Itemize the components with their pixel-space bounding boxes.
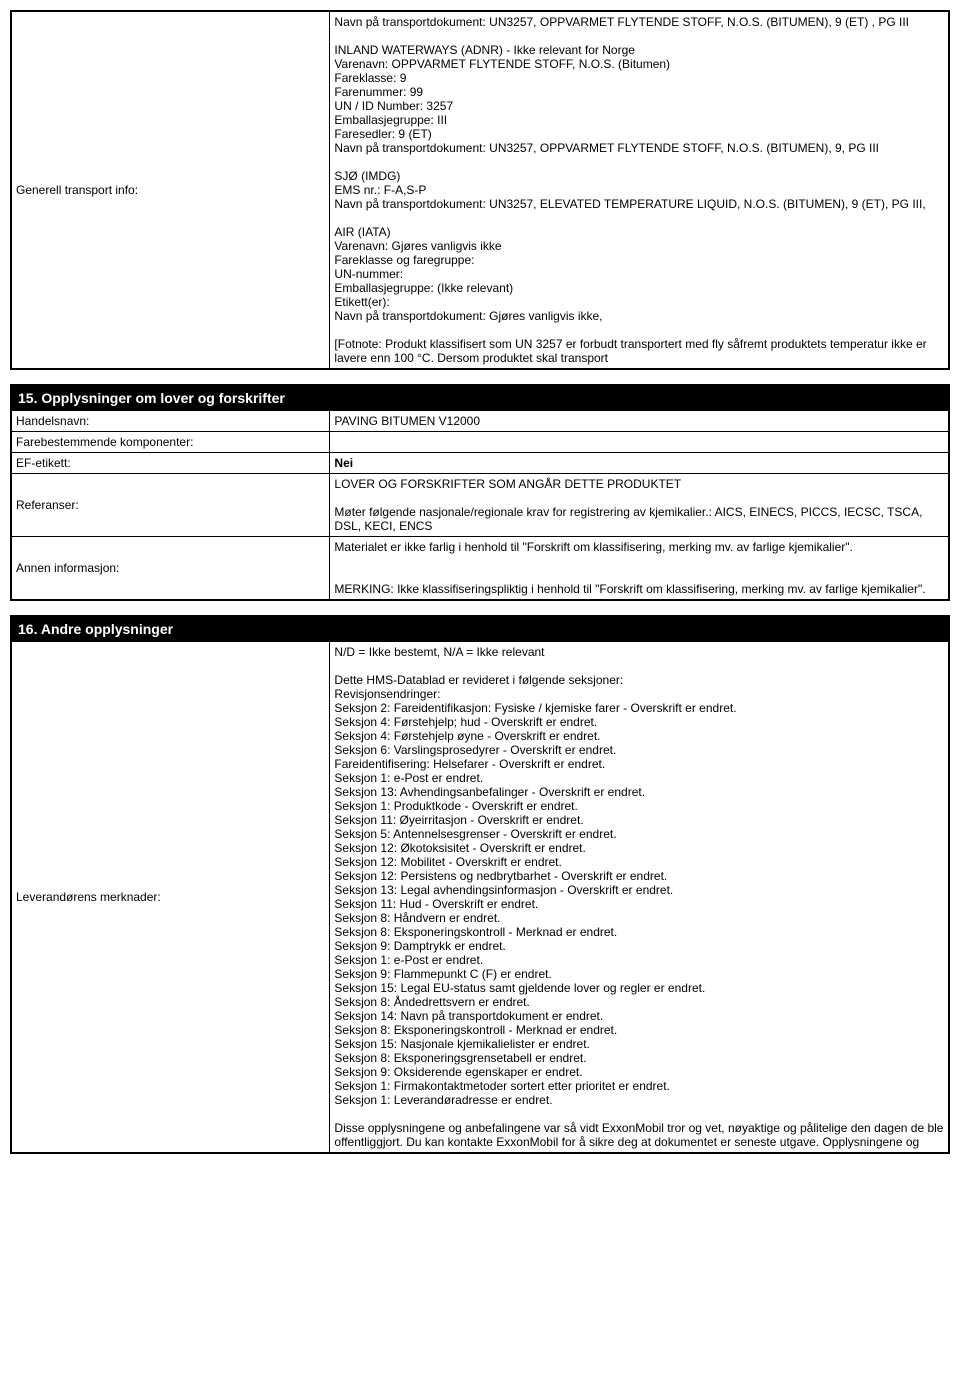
transport-value: Navn på transportdokument: UN3257, OPPVA…: [330, 11, 949, 369]
references-value: LOVER OG FORSKRIFTER SOM ANGÅR DETTE PRO…: [330, 474, 949, 537]
transport-table: Generell transport info: Navn på transpo…: [10, 10, 950, 370]
ef-label-label: EF-etikett:: [11, 453, 330, 474]
supplier-notes-value: N/D = Ikke bestemt, N/A = Ikke relevant …: [330, 642, 949, 1154]
hazard-components-value: [330, 432, 949, 453]
hazard-components-label: Farebestemmende komponenter:: [11, 432, 330, 453]
other-info-table: 16. Andre opplysninger Leverandørens mer…: [10, 615, 950, 1154]
section-15-header: 15. Opplysninger om lover og forskrifter: [11, 385, 949, 411]
other-info-label: Annen informasjon:: [11, 537, 330, 601]
section-header-row: 15. Opplysninger om lover og forskrifter: [11, 385, 949, 411]
table-row: Handelsnavn: PAVING BITUMEN V12000: [11, 411, 949, 432]
table-row: Leverandørens merknader: N/D = Ikke best…: [11, 642, 949, 1154]
trade-name-label: Handelsnavn:: [11, 411, 330, 432]
table-row: EF-etikett: Nei: [11, 453, 949, 474]
ef-label-value: Nei: [330, 453, 949, 474]
section-16-header: 16. Andre opplysninger: [11, 616, 949, 642]
other-info-value: Materialet er ikke farlig i henhold til …: [330, 537, 949, 601]
supplier-notes-label: Leverandørens merknader:: [11, 642, 330, 1154]
section-14-continued: Generell transport info: Navn på transpo…: [10, 10, 950, 370]
trade-name-value: PAVING BITUMEN V12000: [330, 411, 949, 432]
table-row: Generell transport info: Navn på transpo…: [11, 11, 949, 369]
section-16: 16. Andre opplysninger Leverandørens mer…: [10, 615, 950, 1154]
regulatory-table: 15. Opplysninger om lover og forskrifter…: [10, 384, 950, 601]
section-15: 15. Opplysninger om lover og forskrifter…: [10, 384, 950, 601]
transport-label: Generell transport info:: [11, 11, 330, 369]
table-row: Farebestemmende komponenter:: [11, 432, 949, 453]
references-label: Referanser:: [11, 474, 330, 537]
table-row: Referanser: LOVER OG FORSKRIFTER SOM ANG…: [11, 474, 949, 537]
table-row: Annen informasjon: Materialet er ikke fa…: [11, 537, 949, 601]
section-header-row: 16. Andre opplysninger: [11, 616, 949, 642]
